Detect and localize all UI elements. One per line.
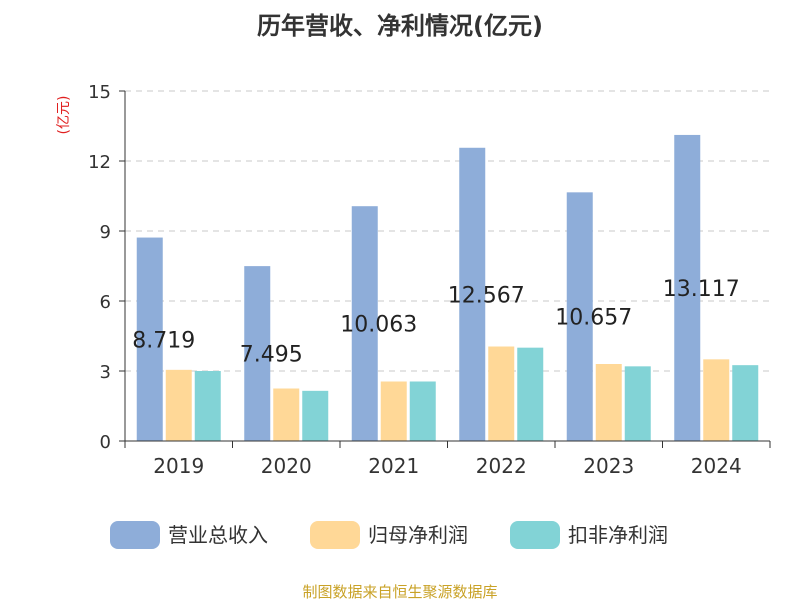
bar	[703, 359, 730, 441]
legend-swatch	[510, 521, 560, 549]
gridlines	[125, 90, 770, 372]
legend-swatch	[310, 521, 360, 549]
bar	[380, 381, 407, 441]
x-tick-label: 2021	[368, 454, 419, 478]
x-tick-label: 2019	[153, 454, 204, 478]
legend-item[interactable]: 归母净利润	[310, 521, 468, 549]
x-tick-label: 2022	[476, 454, 527, 478]
bar	[624, 366, 651, 441]
y-tick-label: 6	[100, 292, 111, 313]
source-note: 制图数据来自恒生聚源数据库	[302, 583, 497, 600]
legend-item[interactable]: 扣非净利润	[510, 521, 668, 549]
x-tick-label: 2023	[583, 454, 634, 478]
legend-label: 归母净利润	[368, 523, 468, 547]
bars	[136, 134, 759, 442]
y-tick-label: 12	[88, 152, 111, 173]
data-label: 10.063	[340, 313, 417, 338]
legend-item[interactable]: 营业总收入	[110, 521, 268, 549]
data-label: 7.495	[240, 343, 303, 368]
bar	[273, 388, 300, 441]
x-tick-label: 2024	[691, 454, 742, 478]
bar	[351, 206, 378, 441]
y-tick-label: 9	[100, 222, 111, 243]
data-label: 10.657	[555, 306, 632, 331]
legend-swatch	[110, 521, 160, 549]
data-label: 12.567	[448, 283, 525, 308]
bar	[244, 266, 271, 441]
bar	[674, 134, 701, 442]
legend-label: 营业总收入	[168, 523, 268, 547]
bar	[488, 346, 515, 441]
bar	[566, 192, 593, 441]
bar	[732, 365, 759, 441]
y-tick-label: 15	[88, 82, 111, 103]
y-tick-label: 3	[100, 362, 111, 383]
bar	[459, 147, 486, 441]
bar	[165, 369, 192, 441]
bar	[595, 364, 622, 441]
y-axis-unit-label: (亿元)	[56, 96, 72, 135]
data-label: 13.117	[663, 277, 740, 302]
x-tick-label: 2020	[261, 454, 312, 478]
bar	[194, 371, 221, 441]
y-tick-label: 0	[100, 432, 111, 453]
bar	[136, 237, 163, 441]
bar	[409, 381, 436, 441]
bar	[302, 390, 329, 441]
legend-label: 扣非净利润	[568, 523, 668, 547]
axes: 0 3 6 9 12 15 2019 2020 2021 2022 2023 2024	[88, 82, 771, 478]
data-label: 8.719	[132, 328, 195, 353]
chart-title: 历年营收、净利情况(亿元)	[257, 12, 543, 40]
bar	[517, 347, 544, 441]
legend[interactable]: 营业总收入 归母净利润 扣非净利润	[110, 521, 668, 549]
data-labels: 8.719 7.495 10.063 12.567 10.657 13.117	[132, 277, 739, 368]
